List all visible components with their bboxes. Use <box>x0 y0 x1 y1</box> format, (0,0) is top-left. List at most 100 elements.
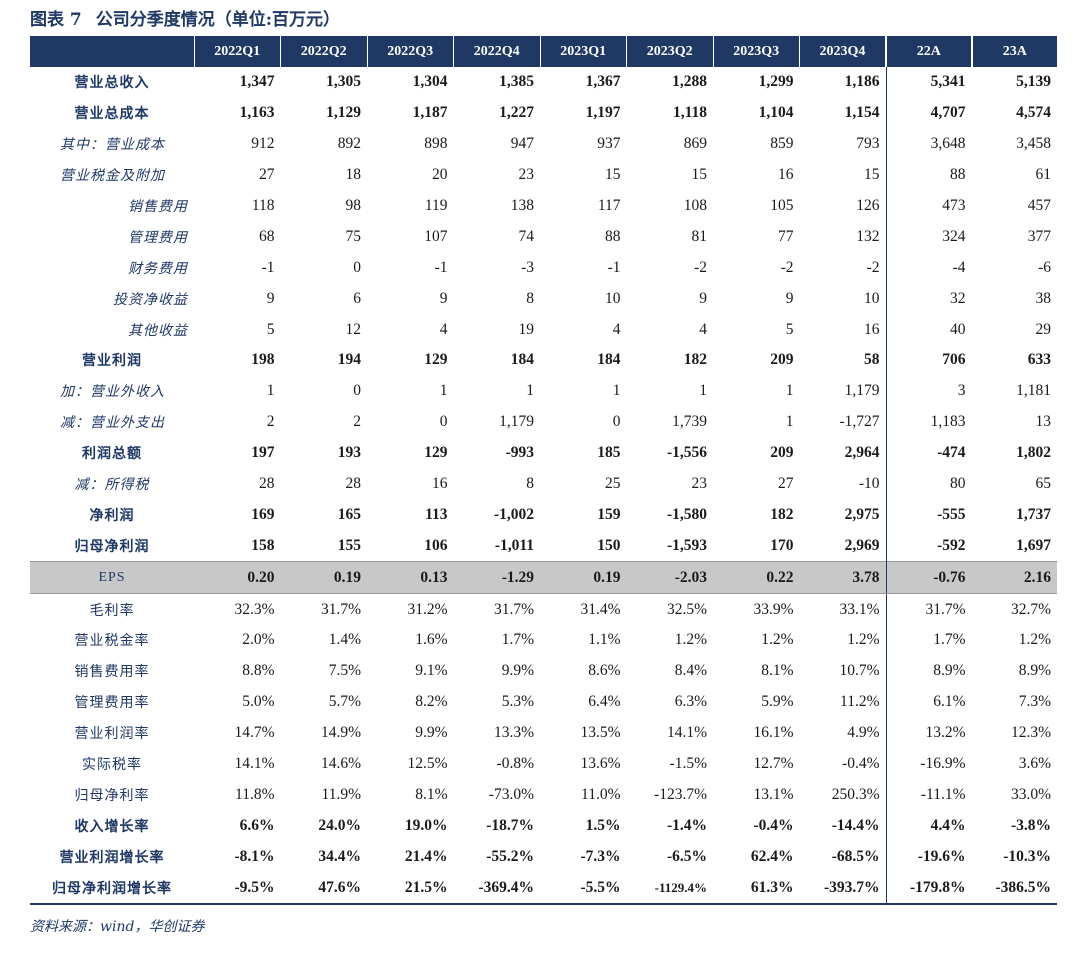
table-cell: -0.8% <box>496 755 534 773</box>
table-cell: 5.0% <box>242 693 275 711</box>
table-cell: 3,648 <box>885 128 972 160</box>
table-cell: -55.2% <box>486 847 534 865</box>
table-cell: -1 <box>434 258 448 276</box>
table-cell: 105 <box>770 197 794 214</box>
table-cell: 859 <box>770 135 794 153</box>
table-row: 营业税金率 2.0% 1.4% 1.6% 1.7% 1.1% 1.2% 1.2% 1.2% 1.7… <box>30 625 1057 656</box>
table-cell: -0.76 <box>885 561 972 595</box>
table-cell: -555 <box>885 499 972 531</box>
row-label: 管理费用率 <box>74 695 150 712</box>
table-row: 投资净收益 9 6 9 8 10 9 9 10 32 38 <box>30 283 1057 315</box>
row-label: 归母净利率 <box>74 787 150 804</box>
table-cell: 16 <box>778 166 794 184</box>
table-row: 营业利润增长率 -8.1% 34.4% 21.4% -55.2% -7.3% -6.5% 62… <box>30 841 1057 873</box>
row-label: 销售费用 <box>128 199 188 215</box>
table-cell: 1,129 <box>326 104 361 122</box>
table-cell: 31.7% <box>320 600 361 618</box>
table-cell: -386.5% <box>971 872 1057 906</box>
table-cell: 5,341 <box>885 67 972 98</box>
table-cell: 8 <box>526 475 534 493</box>
table-cell: 31.7% <box>885 593 972 626</box>
table-cell: -369.4% <box>453 872 540 906</box>
table-cell: 29 <box>1035 320 1052 338</box>
table-cell: 9 <box>785 289 794 307</box>
table-cell: 0 <box>353 382 361 400</box>
table-cell: 0.19 <box>540 561 627 595</box>
table-row: 净利润 169 165 113 -1,002 159 -1,580 182 2,975 -555 1… <box>30 499 1057 531</box>
table-cell: 1.2% <box>674 631 707 649</box>
table-cell: 15 <box>864 166 880 184</box>
table-cell: 8.2% <box>415 693 448 711</box>
table-cell: 13 <box>1035 413 1052 431</box>
table-cell: 77 <box>778 227 794 245</box>
table-cell: 1 <box>785 413 794 431</box>
table-cell: 869 <box>683 135 707 153</box>
row-label: 加：营业外收入 <box>60 384 165 401</box>
table-cell: 182 <box>770 505 794 523</box>
table-cell: 62.4% <box>750 847 794 865</box>
table-cell: 6.3% <box>674 693 707 711</box>
table-row: 实际税率 14.1% 14.6% 12.5% -0.8% 13.6% -1.5% 12.7% -… <box>30 748 1057 780</box>
table-cell: 58 <box>864 351 880 369</box>
table-cell: 1,697 <box>1016 536 1051 554</box>
table-cell: -6 <box>1038 258 1051 276</box>
table-cell: -123.7% <box>654 785 707 803</box>
table-cell: 706 <box>885 345 972 376</box>
header-cell-2022q4: 2022Q4 <box>453 36 540 67</box>
table-cell: 9 <box>439 289 448 307</box>
table-cell: -10.3% <box>1003 847 1051 865</box>
table-cell: 170 <box>770 536 794 554</box>
table-cell: 4 <box>612 320 621 338</box>
table-cell: 185 <box>597 444 621 462</box>
table-cell: 165 <box>337 505 361 523</box>
table-cell: 1.2% <box>1018 631 1051 649</box>
table-cell: 1.4% <box>328 631 361 649</box>
row-label: 归母净利润 <box>74 538 150 555</box>
table-cell: 150 <box>597 536 621 554</box>
table-cell: 11.9% <box>321 785 361 803</box>
row-label: 财务费用 <box>128 260 188 277</box>
table-cell: 32 <box>885 283 972 315</box>
table-cell: 7.3% <box>1018 693 1051 711</box>
table-row: 营业利润 198 194 129 184 184 182 209 58 706 633 <box>30 345 1057 376</box>
table-cell: 14.1% <box>666 724 707 742</box>
table-cell: 8.9% <box>1018 662 1051 680</box>
table-cell: 4 <box>699 320 707 338</box>
table-cell: 184 <box>510 351 534 369</box>
table-cell: 7.5% <box>328 662 361 680</box>
table-cell: 1 <box>699 382 707 400</box>
table-cell: 2.0% <box>242 631 275 649</box>
table-cell: 1,739 <box>672 413 707 431</box>
table-cell: 0.20 <box>194 561 281 595</box>
table-cell: 3 <box>885 375 972 407</box>
table-row: 利润总额 197 193 129 -993 185 -1,556 209 2,964 -474 1,… <box>30 437 1057 469</box>
table-cell: 6.4% <box>588 693 621 711</box>
table-cell: 18 <box>345 166 362 184</box>
table-cell: -592 <box>885 530 972 562</box>
figure-caption: 公司分季度情况（单位:百万元） <box>95 10 341 30</box>
table-row: 收入增长率 6.6% 24.0% 19.0% -18.7% 1.5% -1.4% -0.4% -… <box>30 810 1057 842</box>
table-cell: 11.8% <box>235 785 275 803</box>
table-cell: 8.4% <box>674 662 707 680</box>
table-cell: -14.4% <box>831 816 880 834</box>
header-cell-22a: 22A <box>885 36 972 67</box>
table-row: 减：营业外支出 2 2 0 1,179 0 1,739 1 -1,727 1,183 13 <box>30 406 1057 438</box>
table-row: 营业税金及附加 27 18 20 23 15 15 16 15 88 61 <box>30 159 1057 191</box>
table-cell: 132 <box>856 227 880 245</box>
table-cell: 129 <box>424 351 448 369</box>
row-label: 其中：营业成本 <box>60 137 165 154</box>
row-label: 营业税金及附加 <box>60 168 165 185</box>
table-cell: 14.9% <box>320 724 361 742</box>
table-cell: -0.4% <box>842 755 880 773</box>
table-cell: 324 <box>885 221 972 253</box>
table-cell: 9.9% <box>501 662 534 680</box>
table-cell: 10 <box>605 289 621 307</box>
table-cell: 473 <box>885 190 972 222</box>
row-label: 净利润 <box>89 507 135 524</box>
table-cell: 5,139 <box>1016 73 1051 91</box>
table-cell: 892 <box>337 135 361 153</box>
table-cell: -68.5% <box>831 847 880 865</box>
table-row: 其他收益 5 12 4 19 4 4 5 16 40 29 <box>30 314 1057 346</box>
table-cell: 0.19 <box>280 561 367 595</box>
table-cell: 1 <box>612 382 621 400</box>
